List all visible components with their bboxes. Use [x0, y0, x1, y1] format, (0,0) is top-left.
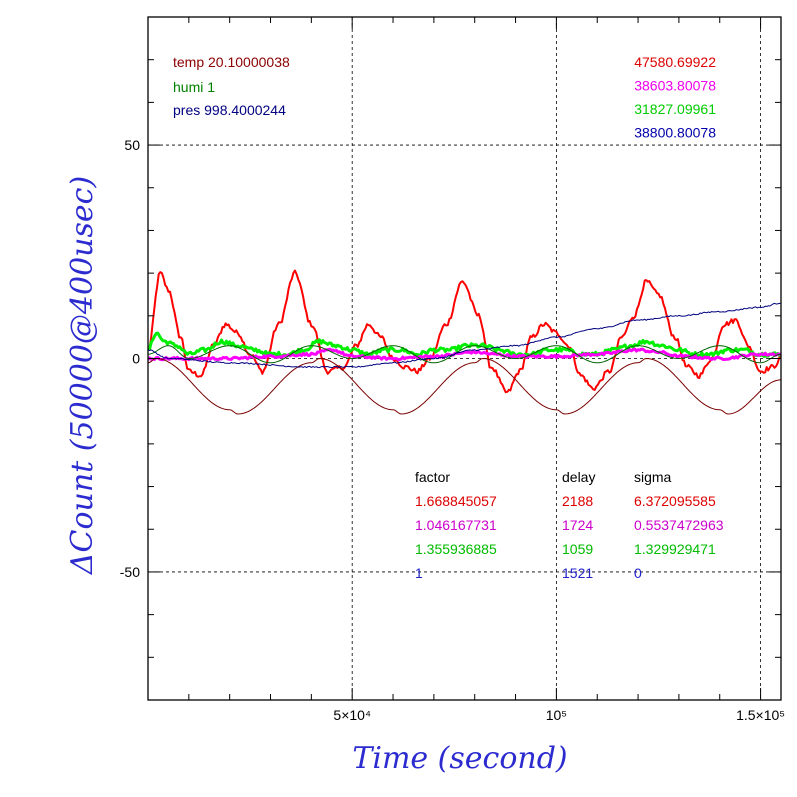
base-count-0: 47580.69922 [634, 54, 716, 70]
fit-header-delay: delay [562, 469, 595, 485]
plot-area [148, 269, 781, 415]
fit-sigma-3: 0 [634, 565, 642, 581]
series-line-0 [148, 269, 781, 394]
x-tick-label-2: 1.5×10⁵ [736, 707, 785, 723]
fit-delay-0: 2188 [562, 493, 593, 509]
annotation-humi: humi 1 [173, 79, 215, 95]
fit-header-factor: factor [415, 469, 450, 485]
fit-header-sigma: sigma [634, 469, 672, 485]
fit-sigma-2: 1.329929471 [634, 541, 716, 557]
fit-factor-1: 1.046167731 [415, 517, 497, 533]
tick-labels: 5×10⁴ 10⁵ 1.5×10⁵ 50 0 -50 [120, 137, 785, 723]
fit-delay-3: 1521 [562, 565, 593, 581]
fit-factor-0: 1.668845057 [415, 493, 497, 509]
x-axis-title: Time (second) [352, 741, 567, 776]
base-count-2: 31827.09961 [634, 101, 716, 117]
fit-delay-2: 1059 [562, 541, 593, 557]
fit-factor-3: 1 [415, 565, 423, 581]
base-counts: 47580.69922 38603.80078 31827.09961 38800.8… [634, 54, 716, 141]
fit-factor-2: 1.355936885 [415, 541, 497, 557]
fit-delay-1: 1724 [562, 517, 593, 533]
series-line-5 [148, 302, 781, 369]
y-axis-title: ΔCount (50000@400usec) [65, 176, 100, 575]
y-tick-label-2: -50 [120, 564, 140, 580]
axis-ticks [148, 17, 781, 700]
y-tick-label-0: 50 [124, 137, 140, 153]
series-line-3 [148, 358, 781, 415]
base-count-3: 38800.80078 [634, 125, 716, 141]
fit-sigma-0: 6.372095585 [634, 493, 716, 509]
series-line-1 [148, 331, 781, 358]
x-tick-label-1: 10⁵ [546, 707, 567, 723]
series-line-4 [148, 345, 781, 364]
fit-sigma-1: 0.5537472963 [634, 517, 724, 533]
fit-table: factor delay sigma 1.668845057 2188 6.3720… [415, 469, 724, 581]
y-tick-label-1: 0 [132, 351, 140, 367]
x-tick-label-0: 5×10⁴ [333, 707, 371, 723]
base-count-1: 38603.80078 [634, 78, 716, 94]
annotation-pres: pres 998.4000244 [173, 102, 286, 118]
annotation-temp: temp 20.10000038 [173, 54, 290, 70]
